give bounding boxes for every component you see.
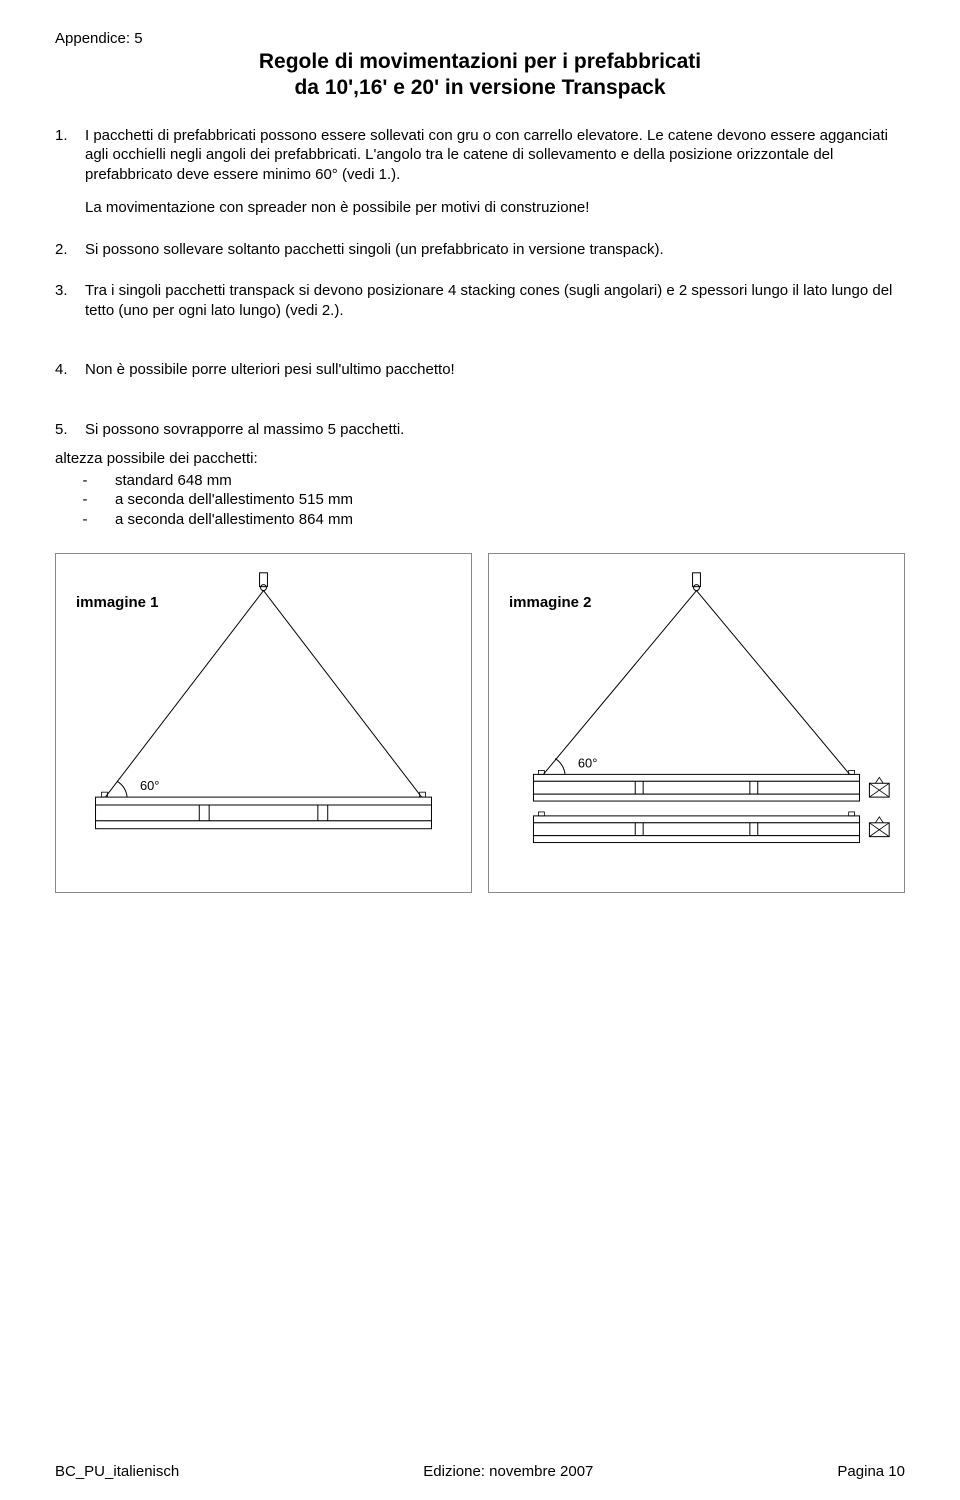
- dash-icon: -: [55, 471, 115, 491]
- page-title: Regole di movimentazioni per i prefabbri…: [55, 49, 905, 102]
- footer-left: BC_PU_italienisch: [55, 1463, 179, 1480]
- rule-5-text: Si possono sovrapporre al massimo 5 pacc…: [85, 420, 905, 440]
- heights-intro: altezza possibile dei pacchetti:: [55, 449, 905, 469]
- rule-3: 3. Tra i singoli pacchetti transpack si …: [55, 281, 905, 320]
- rule-4: 4. Non è possibile porre ulteriori pesi …: [55, 360, 905, 380]
- angle-label-2: 60°: [578, 755, 597, 770]
- title-line-1: Regole di movimentazioni per i prefabbri…: [259, 50, 701, 73]
- rule-1: 1. I pacchetti di prefabbricati possono …: [55, 126, 905, 218]
- stacking-cone-icon: [869, 817, 889, 837]
- rule-1-text-a: I pacchetti di prefabbricati possono ess…: [85, 126, 905, 185]
- height-2: - a seconda dell'allestimento 515 mm: [55, 490, 905, 510]
- appendix-label: Appendice: 5: [55, 30, 905, 47]
- heights-section: altezza possibile dei pacchetti: - stand…: [55, 449, 905, 529]
- dash-icon: -: [55, 490, 115, 510]
- dash-icon: -: [55, 510, 115, 530]
- height-2-text: a seconda dell'allestimento 515 mm: [115, 490, 905, 510]
- figure-2: immagine 2 60°: [488, 553, 905, 893]
- title-line-2: da 10',16' e 20' in versione Transpack: [294, 76, 665, 99]
- rule-3-number: 3.: [55, 281, 85, 320]
- rule-1-text-b: La movimentazione con spreader non è pos…: [85, 198, 905, 218]
- rule-5-number: 5.: [55, 420, 85, 440]
- footer-center: Edizione: novembre 2007: [423, 1463, 593, 1480]
- rule-3-text: Tra i singoli pacchetti transpack si dev…: [85, 281, 905, 320]
- height-3-text: a seconda dell'allestimento 864 mm: [115, 510, 905, 530]
- footer-right: Pagina 10: [837, 1463, 905, 1480]
- angle-label-1: 60°: [140, 778, 159, 793]
- rule-4-text: Non è possibile porre ulteriori pesi sul…: [85, 360, 905, 380]
- rule-4-number: 4.: [55, 360, 85, 380]
- rule-2-number: 2.: [55, 240, 85, 260]
- rules-list: 1. I pacchetti di prefabbricati possono …: [55, 126, 905, 440]
- height-3: - a seconda dell'allestimento 864 mm: [55, 510, 905, 530]
- rule-5: 5. Si possono sovrapporre al massimo 5 p…: [55, 420, 905, 440]
- height-1: - standard 648 mm: [55, 471, 905, 491]
- figure-1: immagine 1 60°: [55, 553, 472, 893]
- height-1-text: standard 648 mm: [115, 471, 905, 491]
- rule-1-number: 1.: [55, 126, 85, 218]
- figure-1-label: immagine 1: [76, 594, 159, 611]
- stacking-cone-icon: [869, 777, 889, 797]
- figures-row: immagine 1 60°: [55, 553, 905, 893]
- rule-2: 2. Si possono sollevare soltanto pacchet…: [55, 240, 905, 260]
- figure-2-label: immagine 2: [509, 594, 592, 611]
- rule-2-text: Si possono sollevare soltanto pacchetti …: [85, 240, 905, 260]
- page-footer: BC_PU_italienisch Edizione: novembre 200…: [55, 1463, 905, 1480]
